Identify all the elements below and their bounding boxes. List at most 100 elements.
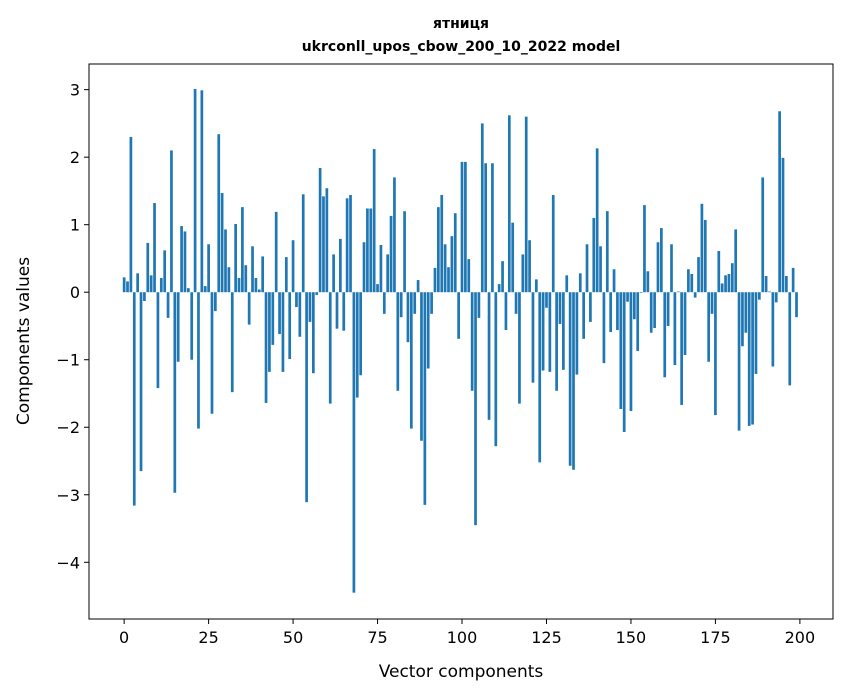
bar-component-47 (281, 292, 285, 372)
y-tick-label: 2 (70, 148, 80, 167)
bar-component-2 (129, 136, 133, 293)
bar-component-99 (457, 292, 460, 339)
bar-component-139 (592, 217, 596, 293)
bar-component-83 (403, 211, 406, 293)
bar-component-129 (558, 292, 562, 324)
bar-component-80 (393, 177, 396, 293)
bar-component-58 (318, 167, 322, 293)
bar-component-39 (254, 278, 258, 293)
bar-component-4 (136, 273, 140, 293)
bar-component-159 (660, 228, 663, 293)
bar-component-41 (261, 256, 265, 293)
bar-component-67 (349, 194, 352, 293)
bar-component-56 (311, 292, 315, 374)
bar-component-31 (227, 267, 231, 293)
x-tick-label: 75 (367, 628, 387, 647)
bar-component-18 (183, 231, 187, 293)
bar-component-156 (649, 292, 653, 333)
bar-component-72 (366, 208, 369, 293)
bar-component-17 (180, 226, 183, 293)
bar-component-142 (602, 292, 606, 364)
bar-component-176 (717, 251, 721, 293)
y-tick-label: 0 (70, 283, 80, 302)
bar-component-45 (274, 211, 278, 293)
bar-component-21 (193, 88, 197, 293)
plot-frame (88, 63, 834, 620)
bar-component-118 (521, 254, 525, 293)
bar-component-169 (693, 292, 697, 298)
bar-component-35 (241, 207, 244, 293)
bar-component-145 (612, 269, 616, 293)
bar-component-36 (244, 265, 248, 293)
y-tick-label: −3 (56, 486, 80, 505)
bar-component-84 (406, 292, 410, 343)
chart-title-line-2: ukrconll_upos_cbow_200_10_2022 model (302, 39, 621, 55)
bar-component-189 (761, 177, 765, 293)
bar-component-179 (727, 273, 731, 293)
bars-group (122, 88, 798, 593)
bar-component-10 (156, 292, 160, 389)
bar-component-172 (703, 219, 707, 293)
bar-component-185 (747, 292, 751, 426)
bar-component-198 (791, 267, 795, 293)
bar-component-25 (207, 244, 210, 293)
bar-component-5 (139, 292, 143, 472)
bar-component-49 (288, 292, 292, 360)
bar-component-108 (487, 292, 491, 420)
bar-component-20 (190, 292, 194, 360)
bar-component-175 (714, 292, 717, 416)
bar-component-54 (305, 292, 308, 503)
bar-component-50 (291, 240, 295, 293)
bar-component-42 (264, 292, 268, 403)
x-tick-label: 150 (616, 628, 647, 647)
bar-component-87 (416, 280, 420, 293)
bar-component-132 (568, 292, 572, 466)
bar-component-146 (616, 292, 619, 331)
bar-component-173 (707, 292, 711, 362)
bar-component-147 (619, 292, 623, 410)
bar-component-158 (656, 242, 660, 293)
bar-component-100 (460, 161, 464, 293)
bar-component-73 (369, 208, 373, 293)
bar-component-199 (795, 292, 798, 318)
bar-component-48 (284, 257, 288, 293)
bar-component-53 (301, 194, 305, 293)
x-axis-label: Vector components (379, 662, 544, 682)
bar-component-13 (166, 292, 170, 318)
bar-component-102 (467, 259, 471, 293)
bar-component-163 (673, 292, 677, 366)
bar-component-32 (230, 292, 234, 393)
bar-component-68 (352, 292, 356, 593)
bar-component-104 (474, 292, 477, 526)
bar-component-112 (501, 261, 504, 293)
bar-component-82 (399, 292, 403, 318)
bar-component-34 (237, 278, 241, 293)
chart-title-line-1: ятниця (433, 16, 489, 32)
bar-component-61 (328, 292, 332, 404)
bar-component-182 (737, 292, 741, 431)
bar-component-119 (524, 116, 528, 293)
bar-component-55 (308, 292, 312, 322)
bar-component-15 (173, 292, 177, 493)
bar-component-70 (359, 292, 363, 376)
bar-component-111 (497, 284, 501, 293)
bar-component-181 (734, 229, 738, 293)
x-tick-label: 0 (119, 628, 129, 647)
bar-component-160 (663, 292, 667, 378)
bar-component-66 (345, 198, 349, 293)
bar-component-120 (528, 240, 531, 293)
x-axis: 0 25 50 75 100 125 150 175 200 (119, 619, 815, 647)
bar-component-1 (126, 281, 129, 293)
bar-component-191 (768, 291, 771, 293)
bar-component-131 (565, 275, 569, 293)
bar-component-28 (217, 134, 221, 293)
bar-component-109 (491, 163, 494, 293)
bar-component-151 (632, 292, 636, 320)
bar-component-92 (433, 267, 437, 293)
bar-component-136 (582, 292, 585, 339)
bar-component-79 (389, 215, 393, 293)
bar-component-27 (214, 292, 217, 312)
bar-component-29 (220, 192, 224, 293)
bar-component-101 (464, 161, 467, 293)
